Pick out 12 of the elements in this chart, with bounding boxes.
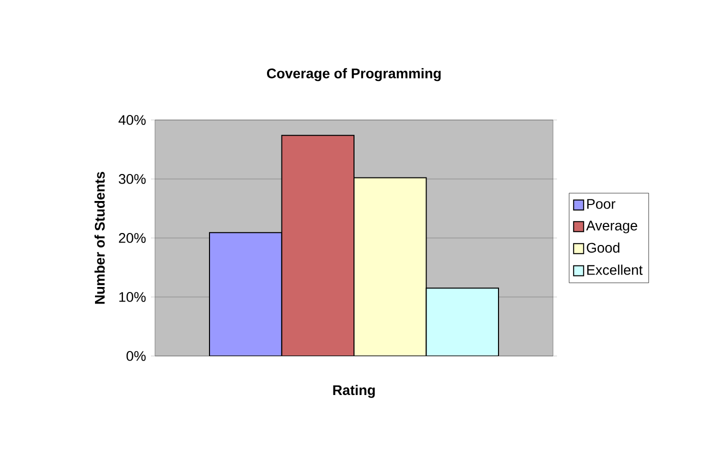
y-tick-label: 0% bbox=[126, 351, 146, 361]
legend-label: Average bbox=[586, 220, 638, 234]
legend-label: Good bbox=[586, 242, 620, 253]
y-tick-label: 10% bbox=[119, 292, 146, 302]
y-axis-title: Number of Students bbox=[94, 172, 105, 304]
y-tick-label: 30% bbox=[118, 174, 146, 184]
y-tick-label: 40% bbox=[118, 115, 146, 125]
chart-title: Coverage of Programming bbox=[267, 68, 441, 82]
x-axis-title: Rating bbox=[333, 384, 375, 398]
y-tick-label: 20% bbox=[118, 233, 146, 243]
legend-label: Excellent bbox=[587, 264, 643, 275]
legend-label: Poor bbox=[587, 199, 616, 209]
